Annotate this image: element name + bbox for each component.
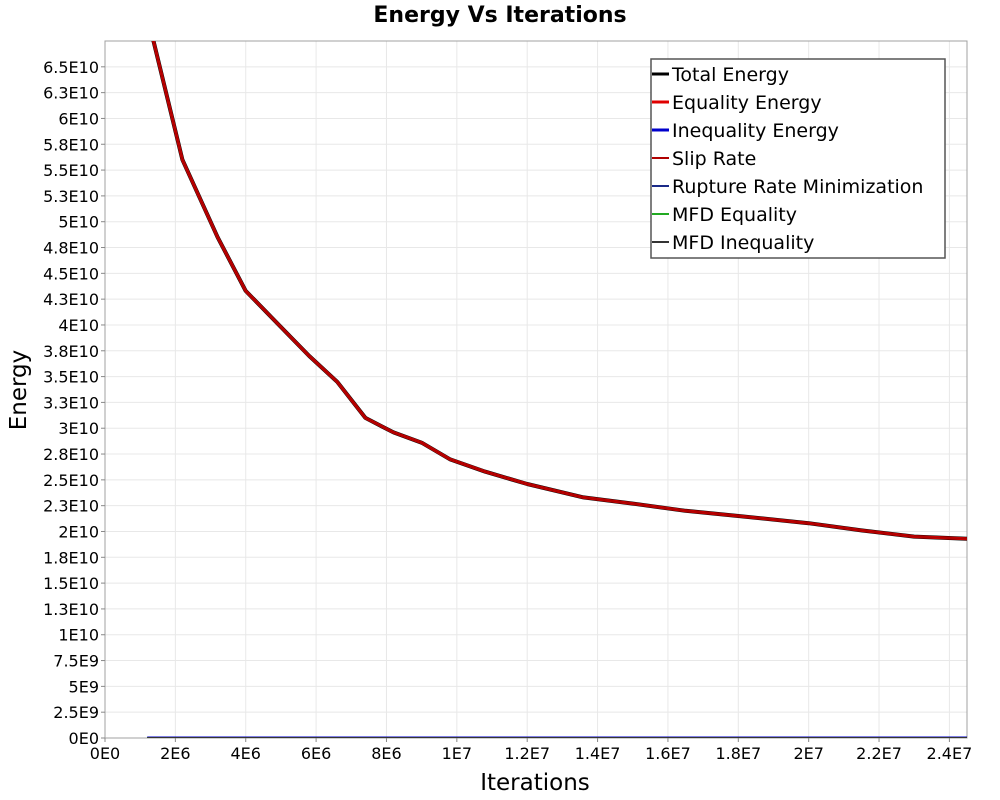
series-line-slip-rate [152, 41, 967, 540]
y-tick-label: 2.8E10 [43, 445, 99, 464]
y-tick-label: 6.5E10 [43, 58, 99, 77]
x-tick-label: 2E7 [793, 744, 823, 763]
y-tick-label: 2.3E10 [43, 497, 99, 516]
y-tick-label: 5.8E10 [43, 135, 99, 154]
legend-label-inequality-energy: Inequality Energy [672, 120, 839, 142]
legend-label-mfd-equality: MFD Equality [672, 204, 797, 226]
y-tick-label: 1.5E10 [43, 574, 99, 593]
x-axis-label: Iterations [480, 770, 590, 796]
x-tick-label: 4E6 [231, 744, 261, 763]
legend-label-total-energy: Total Energy [671, 64, 789, 86]
x-tick-label: 2E6 [160, 744, 190, 763]
y-tick-label: 6E10 [58, 109, 99, 128]
legend-label-mfd-inequality: MFD Inequality [672, 232, 814, 254]
chart-title: Energy Vs Iterations [373, 3, 626, 28]
y-tick-label: 3.8E10 [43, 342, 99, 361]
y-tick-label: 1.8E10 [43, 548, 99, 567]
x-tick-label: 2.2E7 [856, 744, 902, 763]
y-tick-label: 5E10 [58, 213, 99, 232]
y-tick-label: 3.3E10 [43, 393, 99, 412]
y-tick-label: 1E10 [58, 626, 99, 645]
x-tick-label: 1.8E7 [715, 744, 761, 763]
x-axis-ticks: 0E0 2E6 4E6 6E6 8E6 1E7 1.2E7 1.4E7 1.6E7 1.8E7 2E… [90, 738, 973, 763]
legend-label-equality-energy: Equality Energy [672, 92, 822, 114]
x-tick-label: 1.4E7 [575, 744, 621, 763]
y-tick-label: 4.8E10 [43, 239, 99, 258]
y-axis-label: Energy [6, 350, 32, 431]
y-tick-label: 7.5E9 [53, 652, 99, 671]
y-tick-label: 3E10 [58, 419, 99, 438]
y-tick-label: 2E10 [58, 522, 99, 541]
legend-box [650, 58, 946, 259]
y-tick-label: 5.3E10 [43, 187, 99, 206]
legend-label-slip-rate: Slip Rate [672, 148, 756, 170]
y-tick-label: 4.3E10 [43, 290, 99, 309]
y-axis-ticks: 0E0 2.5E9 5E9 7.5E9 1E10 1.3E10 1.5E10 1.8E10 2E… [43, 58, 105, 748]
x-tick-label: 8E6 [371, 744, 401, 763]
x-tick-label: 1.6E7 [645, 744, 691, 763]
x-tick-label: 6E6 [301, 744, 331, 763]
y-tick-label: 5E9 [69, 677, 99, 696]
x-tick-label: 1.2E7 [504, 744, 550, 763]
x-tick-label: 0E0 [90, 744, 120, 763]
x-tick-label: 1E7 [442, 744, 472, 763]
legend-label-rupture-rate-minimization: Rupture Rate Minimization [672, 176, 923, 198]
y-tick-label: 4E10 [58, 316, 99, 335]
x-tick-label: 2.4E7 [927, 744, 973, 763]
y-tick-label: 6.3E10 [43, 84, 99, 103]
y-tick-label: 5.5E10 [43, 161, 99, 180]
y-tick-label: 1.3E10 [43, 600, 99, 619]
y-tick-label: 4.5E10 [43, 264, 99, 283]
y-tick-label: 2.5E10 [43, 471, 99, 490]
y-tick-label: 3.5E10 [43, 368, 99, 387]
y-tick-label: 2.5E9 [53, 703, 99, 722]
series-lines [147, 41, 967, 738]
legend: Total Energy Equality Energy Inequality En… [650, 58, 946, 259]
y-tick-label: 0E0 [69, 729, 99, 748]
